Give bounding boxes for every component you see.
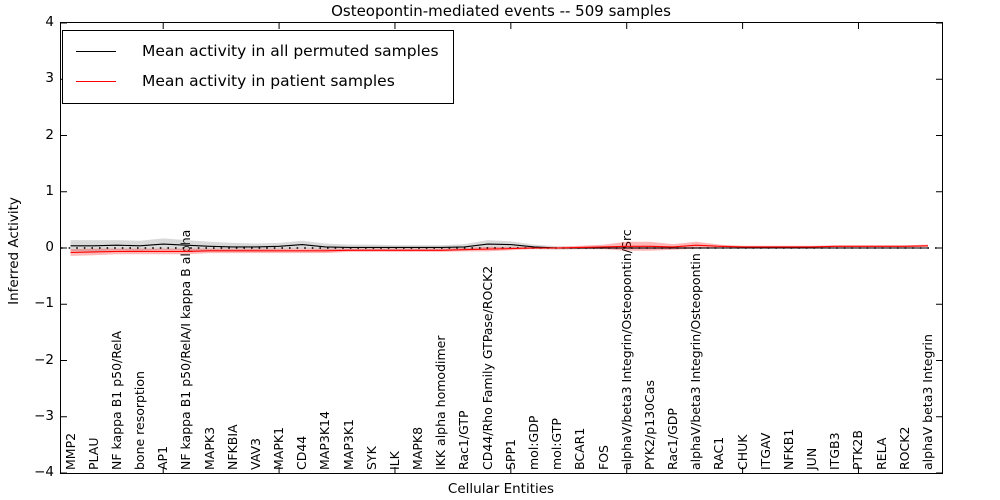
plot-area: MMP2 PLAU NF kappa B1 p50/RelA bone resorpt… — [60, 22, 943, 474]
chart-canvas — [61, 23, 942, 473]
y-tick-label: 2 — [45, 126, 54, 143]
y-tick-label: 0 — [45, 239, 54, 255]
legend-item-permuted: Mean activity in all permuted samples — [76, 36, 439, 66]
chart-title: Osteopontin-mediated events -- 509 sampl… — [331, 2, 671, 20]
y-tick-label: −4 — [34, 464, 54, 480]
patient-series-line — [70, 244, 929, 254]
y-tick-label: 4 — [45, 14, 54, 30]
y-tick-label: −2 — [34, 351, 54, 368]
legend-item-label: Mean activity in patient samples — [142, 72, 395, 90]
x-axis-label: Cellular Entities — [447, 481, 555, 497]
legend-item-label: Mean activity in all permuted samples — [142, 42, 439, 60]
legend: Mean activity in all permuted samples Me… — [62, 30, 454, 104]
patient-line-swatch — [76, 80, 116, 82]
y-tick-label: 3 — [45, 70, 54, 87]
permuted-line-swatch — [76, 50, 116, 52]
permuted-series-line — [70, 243, 928, 249]
y-tick-label: −1 — [34, 295, 54, 312]
y-tick-label: −3 — [34, 407, 54, 424]
legend-item-patient: Mean activity in patient samples — [76, 66, 439, 96]
y-tick-label: 1 — [45, 182, 54, 199]
